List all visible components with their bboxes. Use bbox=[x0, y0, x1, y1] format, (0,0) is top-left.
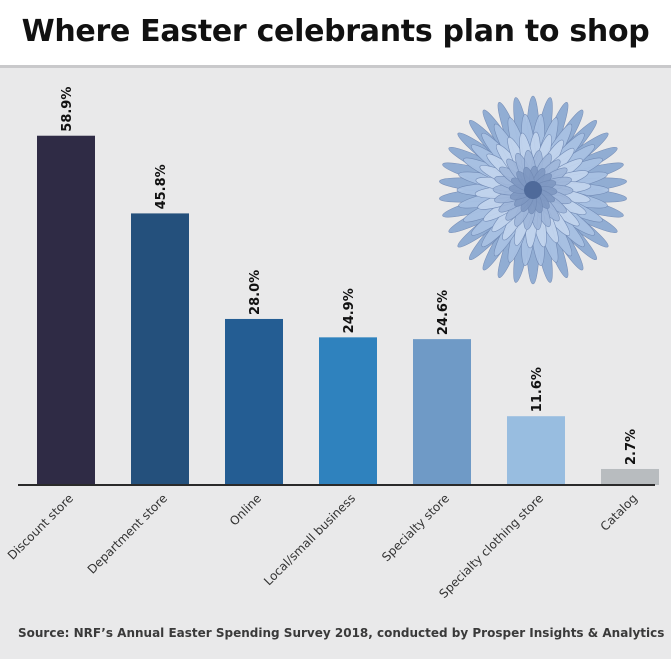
x-tick-label: Local/small business bbox=[261, 491, 358, 588]
bar-value-label: 24.6% bbox=[436, 290, 451, 335]
bar-5 bbox=[413, 339, 471, 485]
source-note: Source: NRF’s Annual Easter Spending Sur… bbox=[18, 626, 665, 640]
x-tick-label: Catalog bbox=[598, 491, 640, 533]
bar-value-label: 11.6% bbox=[530, 367, 545, 412]
bar-6 bbox=[507, 416, 565, 485]
x-tick-label: Specialty store bbox=[379, 491, 452, 564]
bar-value-label: 24.9% bbox=[342, 288, 357, 333]
x-tick-label: Department store bbox=[85, 491, 170, 576]
bar-value-label: 45.8% bbox=[154, 164, 169, 209]
bar-value-label: 2.7% bbox=[624, 429, 639, 465]
chart-title: Where Easter celebrants plan to shop bbox=[21, 14, 650, 49]
x-tick-label: Online bbox=[227, 491, 264, 528]
bar-2 bbox=[131, 213, 189, 485]
x-tick-label: Discount store bbox=[5, 491, 76, 562]
bar-1 bbox=[37, 135, 95, 485]
bar-4 bbox=[319, 337, 377, 485]
x-tick-label: Specialty clothing store bbox=[436, 491, 546, 601]
bar-value-label: 58.9% bbox=[60, 87, 75, 132]
bar-7 bbox=[601, 468, 659, 485]
bars-layer: 58.9% 45.8% 28.0% 24.9% 24.6% 11.6% 2.7% bbox=[37, 87, 659, 485]
tick-labels-layer: Discount store Department store OnlineLoca… bbox=[5, 491, 640, 601]
flower-icon bbox=[439, 95, 627, 285]
chart-header: Where Easter celebrants plan to shop bbox=[0, 0, 671, 68]
bar-value-label: 28.0% bbox=[248, 270, 263, 315]
bar-3 bbox=[225, 318, 283, 485]
